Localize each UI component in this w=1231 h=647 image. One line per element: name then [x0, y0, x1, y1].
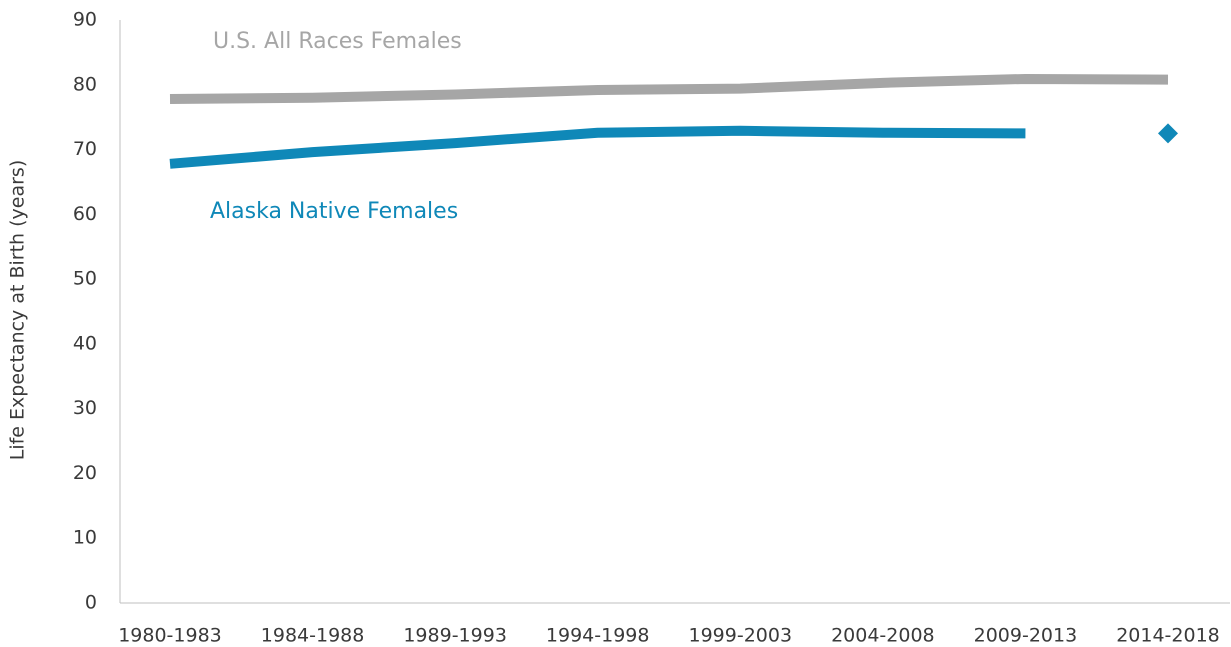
y-axis-title: Life Expectancy at Birth (years) — [7, 160, 29, 461]
x-tick-label: 1989-1993 — [403, 625, 507, 647]
y-tick-label: 10 — [73, 527, 97, 549]
y-tick-label: 50 — [73, 268, 97, 290]
y-tick-label: 30 — [73, 397, 97, 419]
y-tick-label: 70 — [73, 138, 97, 160]
y-tick-label: 0 — [85, 592, 97, 614]
series-line — [169, 125, 1026, 169]
y-tick-label: 20 — [73, 462, 97, 484]
x-tick-label: 1984-1988 — [261, 625, 365, 647]
y-tick-label: 40 — [73, 332, 97, 354]
y-tick-label: 60 — [73, 203, 97, 225]
x-tick-label: 1980-1983 — [118, 625, 222, 647]
x-tick-label: 1999-2003 — [688, 625, 792, 647]
y-tick-label: 90 — [73, 9, 97, 31]
series-label: Alaska Native Females — [210, 199, 458, 224]
series-line — [169, 73, 1169, 105]
x-tick-label: 2014-2018 — [1116, 625, 1220, 647]
x-tick-label: 2009-2013 — [974, 625, 1078, 647]
y-tick-label: 80 — [73, 73, 97, 95]
diamond-marker — [1158, 123, 1178, 144]
series-label: U.S. All Races Females — [213, 29, 462, 54]
x-tick-label: 1994-1998 — [546, 625, 650, 647]
x-tick-label: 2004-2008 — [831, 625, 935, 647]
